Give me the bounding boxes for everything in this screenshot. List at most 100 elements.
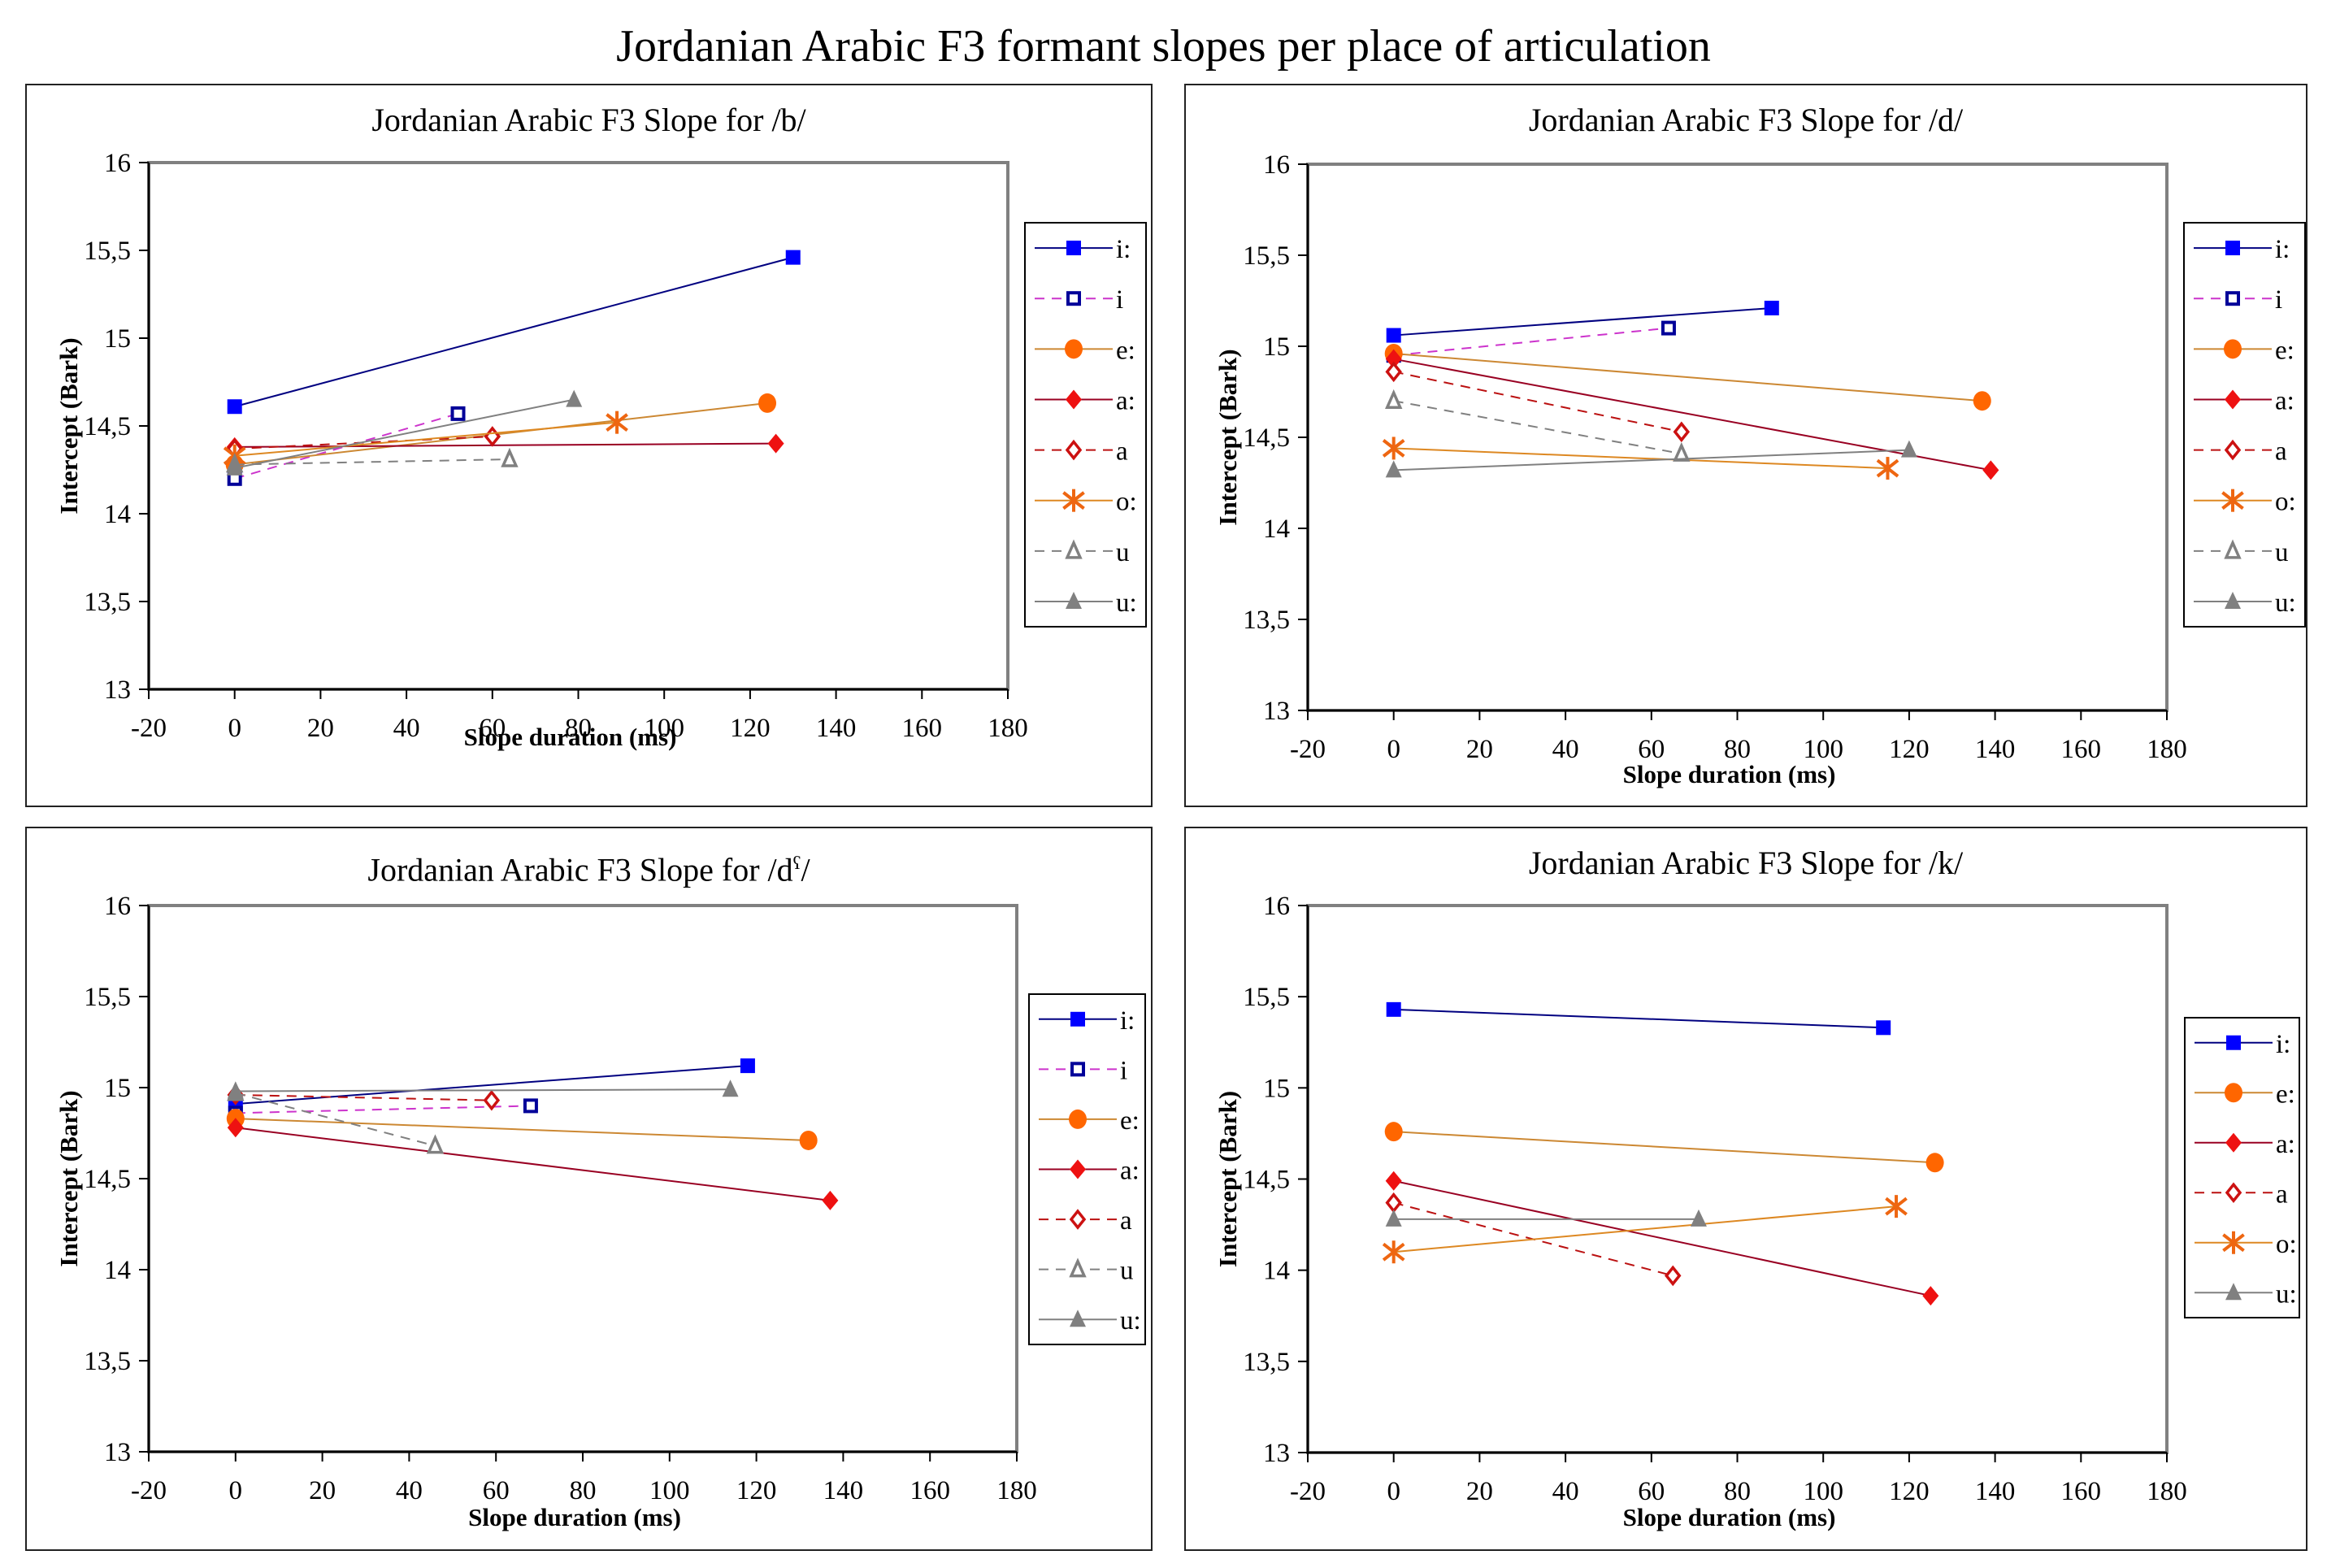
data-point [1973,391,1991,411]
legend-item-e-long: e: [1039,1106,1140,1136]
data-point [822,1190,839,1210]
y-tick-label: 15 [104,1074,131,1103]
data-point [1384,1122,1403,1142]
series-line [1393,327,1669,357]
legend-item-e-long: e: [2195,1079,2295,1109]
legend: i: i e: a: au u: [1028,993,1146,1345]
legend-label: e: [2275,336,2294,365]
x-tick-label: -20 [1290,735,1326,764]
chart-title: Jordanian Arabic F3 Slope for /k/ [1186,843,2306,884]
legend-label: o: [1116,488,1137,517]
legend-label: i [1116,285,1123,315]
legend-label: o: [2275,488,2296,517]
marker-stroke [1885,1197,1908,1216]
x-tick-label: 100 [1803,1477,1843,1506]
legend-label: i: [1120,1006,1135,1036]
series-o-long [223,410,628,467]
legend-marker [2225,389,2241,410]
legend-item-a: a [1039,1206,1132,1236]
legend-label: a: [2276,1130,2295,1159]
data-point [1385,1209,1402,1227]
x-tick-label: -20 [131,714,167,743]
x-tick-label: 180 [996,1476,1037,1505]
series-line [1393,449,1909,471]
series-o-long [1382,437,1899,480]
series-line [234,442,776,448]
legend-label: i: [1116,235,1131,264]
legend-marker [2225,1132,2242,1153]
legend-item-a: a [2195,1179,2288,1209]
y-tick-label: 14 [1263,515,1290,544]
marker-stroke [1382,439,1405,458]
chart-title-text: Jordanian Arabic F3 Slope for /b/ [371,102,806,138]
series-line [1393,306,1772,337]
series-line [234,458,510,466]
data-point [785,250,801,265]
series-line [234,412,458,480]
chart-title-end: / [801,851,810,888]
x-tick-label: 80 [570,1476,597,1505]
legend-marker [2225,1083,2242,1103]
legend-marker [1066,291,1081,306]
data-point [758,393,777,413]
series-line [1393,358,1991,471]
x-tick-label: 20 [307,714,334,743]
legend-box [2184,1017,2300,1318]
chart-title-superscript: ʕ [792,853,801,873]
x-tick-label: 100 [644,714,684,743]
y-tick-label: 15,5 [1243,983,1290,1012]
y-axis-label: Intercept (Bark) [1213,349,1242,525]
legend-marker [2224,339,2242,359]
data-point [1982,460,1999,480]
series-line [1393,1131,1935,1164]
x-tick-label: 40 [1552,735,1579,764]
series-u-long [226,389,583,476]
x-tick-label: 160 [2061,735,2102,764]
legend-label: i: [2276,1030,2290,1059]
chart-panel-k: Jordanian Arabic F3 Slope for /k/ 13 13,5… [1184,827,2307,1551]
legend-marker [2222,1231,2245,1254]
series-a-long [1385,349,1999,480]
legend-marker [2225,1283,2242,1301]
figure-title: Jordanian Arabic F3 formant slopes per p… [616,21,1711,72]
data-point [1386,1001,1401,1017]
legend-item-u: u [1035,538,1130,567]
data-point [1925,1153,1944,1173]
legend-item-u-long: u: [2194,589,2296,618]
x-tick-label: 60 [1638,735,1665,764]
y-axis-label: Intercept (Bark) [54,337,83,514]
plot-area [1306,163,2169,712]
chart-title: Jordanian Arabic F3 Slope for /d/ [1186,100,2306,141]
legend-marker [1065,539,1083,559]
chart-title-text: Jordanian Arabic F3 Slope for /d/ [1528,102,1964,138]
chart-panel-d: Jordanian Arabic F3 Slope for /d/ 13 13,5… [1184,84,2307,807]
y-tick-label: 16 [1263,150,1290,180]
legend-label: a [2276,1179,2288,1209]
data-point [1382,1240,1405,1264]
data-point [1673,421,1691,443]
y-tick-label: 14 [104,1256,131,1285]
series-line [235,1065,748,1105]
legend-label: i: [2275,235,2290,264]
data-point [523,1098,538,1114]
data-point [606,410,628,434]
series-line [235,1092,436,1147]
series-line [234,421,618,457]
data-point [426,1134,445,1154]
plot-area [147,904,1018,1453]
y-tick-label: 14,5 [84,1165,131,1194]
legend-item-o-long: o: [1035,488,1137,517]
x-tick-label: -20 [131,1476,167,1505]
x-tick-label: 120 [736,1476,777,1505]
y-tick-label: 14,5 [1243,423,1290,453]
data-point [450,406,466,421]
data-point [1764,300,1779,315]
data-point [722,1079,739,1097]
x-axis-label: Slope duration (ms) [464,723,677,751]
x-tick-label: 60 [1638,1477,1665,1506]
legend-marker [2225,291,2240,306]
series-line [1393,352,1982,402]
y-tick-label: 15,5 [84,983,131,1012]
marker-stroke [1876,458,1899,478]
y-axis-label: Intercept (Bark) [54,1090,83,1266]
